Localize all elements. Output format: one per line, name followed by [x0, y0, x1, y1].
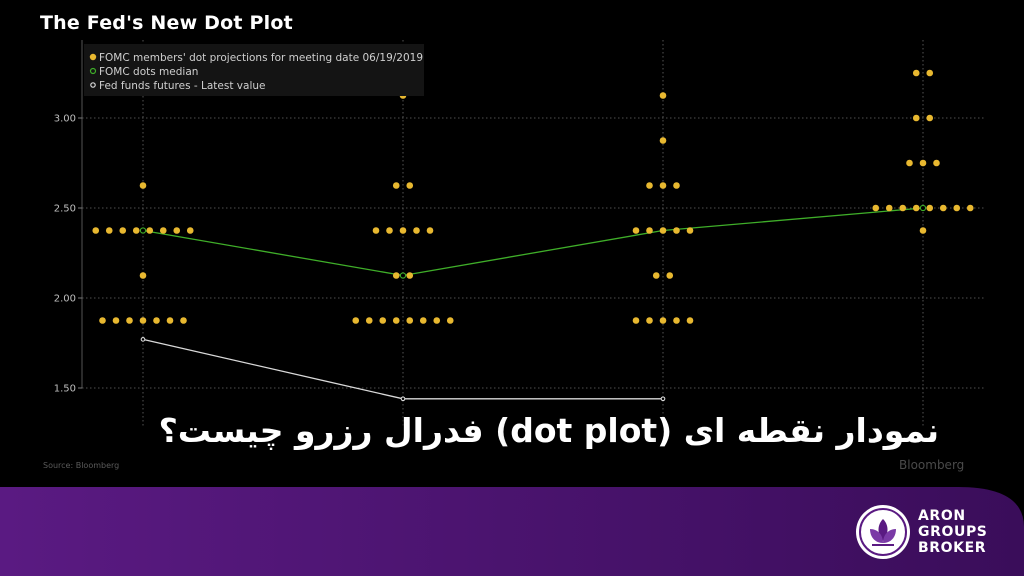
fomc-dot — [919, 227, 927, 234]
fomc-dot — [180, 317, 187, 324]
median-line — [142, 207, 924, 277]
fomc-dot — [906, 159, 913, 167]
fomc-dot — [112, 317, 120, 324]
dot-plot-chart: 1.50 2.00 2.50 3.00 FOMC members' dot proje… — [43, 40, 985, 472]
fomc-dot — [392, 317, 400, 324]
fomc-dot — [673, 317, 680, 324]
fomc-dot — [953, 204, 961, 212]
fomc-dot — [139, 317, 147, 324]
fomc-dot — [912, 69, 920, 77]
fomc-dot — [966, 204, 974, 212]
fomc-dot — [132, 227, 140, 234]
futures-point — [140, 337, 146, 342]
brand-line-1: ARON — [918, 508, 966, 524]
fomc-dot — [419, 317, 427, 324]
fomc-dot — [413, 227, 420, 234]
fomc-dot — [673, 227, 680, 234]
y-tick-label: 2.50 — [54, 204, 76, 215]
fomc-dot — [386, 227, 393, 234]
legend-futures-icon — [90, 82, 96, 88]
fomc-dot — [126, 317, 133, 324]
fomc-dot — [659, 92, 667, 99]
y-tick-label: 2.00 — [54, 294, 76, 305]
fomc-dot — [99, 317, 106, 324]
fomc-dot — [926, 114, 934, 122]
fomc-dot — [433, 317, 441, 324]
legend-label-dots: FOMC members' dot projections for meetin… — [99, 52, 423, 64]
fomc-dot — [912, 114, 920, 122]
fomc-dot — [92, 227, 100, 234]
fomc-dot — [939, 204, 947, 212]
median-point — [139, 227, 147, 234]
median-point — [919, 204, 927, 212]
fomc-dot — [166, 317, 174, 324]
fomc-dot — [919, 159, 927, 167]
fomc-dot — [406, 317, 414, 324]
fomc-dot — [926, 69, 934, 77]
futures-point — [660, 396, 666, 402]
headline: نمودار نقطه ای (dot plot) فدرال رزرو چیس… — [158, 411, 939, 450]
fomc-dot — [372, 227, 380, 234]
fomc-dot — [652, 272, 660, 279]
fomc-dot — [926, 204, 934, 212]
fomc-dot — [632, 227, 640, 234]
fomc-dot — [139, 272, 147, 279]
fomc-dot — [912, 204, 920, 212]
fomc-dot — [686, 227, 694, 234]
fomc-dot — [885, 204, 893, 212]
bloomberg-watermark: Bloomberg — [899, 458, 964, 472]
fomc-dot — [659, 317, 667, 324]
y-tick-label: 3.00 — [54, 114, 76, 125]
fomc-dot — [159, 227, 167, 234]
median-point — [399, 272, 407, 279]
legend-label-futures: Fed funds futures - Latest value — [99, 80, 265, 92]
fomc-dot — [186, 227, 194, 234]
fomc-dot — [153, 317, 160, 324]
fomc-dot — [632, 317, 640, 324]
fomc-dot — [105, 227, 113, 234]
brand-line-2: GROUPS — [918, 524, 988, 540]
fomc-dot — [659, 182, 667, 189]
fomc-dot — [673, 182, 680, 189]
footer-band — [0, 487, 1024, 576]
fomc-dot — [446, 317, 454, 324]
legend-label-median: FOMC dots median — [99, 66, 198, 78]
fomc-dot — [659, 227, 667, 234]
futures-point — [400, 396, 406, 402]
fomc-dot — [426, 227, 434, 234]
fomc-dot — [406, 272, 414, 279]
fomc-dot — [406, 182, 414, 189]
brand-line-3: BROKER — [918, 540, 987, 556]
fomc-dot — [379, 317, 387, 324]
fomc-dot — [666, 272, 674, 279]
fomc-dot — [872, 204, 880, 212]
y-tick-label: 1.50 — [54, 384, 76, 395]
fomc-dot — [646, 227, 653, 234]
lotus-icon — [856, 505, 910, 559]
fomc-dot — [899, 204, 907, 212]
fomc-dot — [646, 317, 653, 324]
fomc-dot — [365, 317, 373, 324]
fomc-dot — [352, 317, 360, 324]
fomc-dot — [399, 227, 407, 234]
legend-median-icon — [89, 67, 97, 75]
fomc-dot — [933, 159, 940, 167]
legend-dot-icon — [89, 53, 97, 61]
fomc-dot — [659, 137, 667, 144]
fomc-dot — [173, 227, 181, 234]
fomc-dot — [392, 272, 400, 279]
brand-name: ARON GROUPS BROKER — [918, 508, 988, 556]
fomc-dot — [139, 182, 147, 189]
chart-source: Source: Bloomberg — [43, 461, 119, 470]
fomc-dot — [686, 317, 694, 324]
fomc-dot — [146, 227, 154, 234]
chart-legend: FOMC members' dot projections for meetin… — [84, 44, 424, 96]
brand-logo[interactable]: ARON GROUPS BROKER — [856, 502, 1016, 564]
fomc-dot — [646, 182, 653, 189]
fomc-dot — [119, 227, 127, 234]
fomc-dot — [392, 182, 400, 189]
chart-title: The Fed's New Dot Plot — [40, 12, 293, 34]
